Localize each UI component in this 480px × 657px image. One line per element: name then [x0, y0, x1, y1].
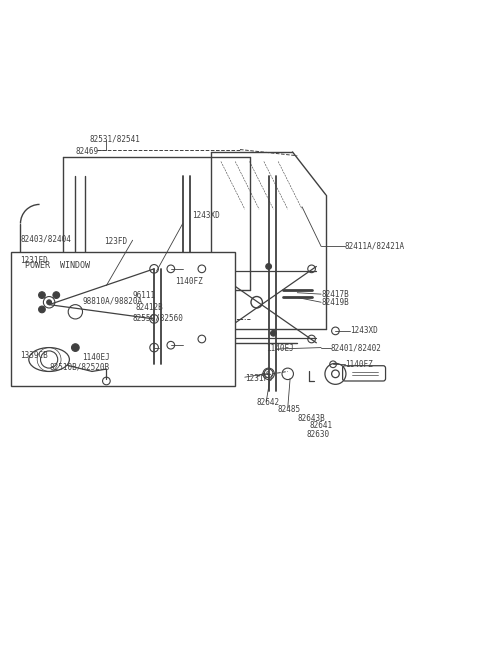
Text: 82641: 82641 [309, 421, 332, 430]
Text: 1140EJ: 1140EJ [83, 353, 110, 361]
Text: 82485: 82485 [277, 405, 300, 414]
Circle shape [72, 344, 79, 351]
FancyBboxPatch shape [343, 366, 385, 381]
Text: 82419B: 82419B [321, 298, 349, 307]
Text: 1140FZ: 1140FZ [345, 360, 373, 369]
Text: 82630: 82630 [307, 430, 330, 439]
Text: 82411A/82421A: 82411A/82421A [345, 242, 405, 251]
Text: 82469: 82469 [75, 147, 98, 156]
Text: 82417B: 82417B [321, 290, 349, 299]
Text: 82642: 82642 [257, 398, 280, 407]
Circle shape [271, 330, 276, 336]
Text: 98810A/98820A: 98810A/98820A [83, 297, 143, 306]
Text: POWER  WINDOW: POWER WINDOW [25, 261, 90, 270]
Text: 96111: 96111 [132, 290, 156, 300]
Text: 82531/82541: 82531/82541 [90, 134, 141, 143]
Ellipse shape [29, 348, 70, 371]
Text: 1339CB: 1339CB [21, 351, 48, 360]
Circle shape [53, 292, 60, 298]
Circle shape [47, 300, 51, 305]
Text: 82643B: 82643B [297, 414, 325, 422]
Text: 82510B/82520B: 82510B/82520B [49, 362, 109, 371]
Text: 82412B: 82412B [135, 304, 163, 313]
Text: 1140EJ: 1140EJ [266, 344, 294, 353]
Text: 1140FZ: 1140FZ [176, 277, 204, 286]
Text: 1231FD: 1231FD [21, 256, 48, 265]
Text: 1243XD: 1243XD [192, 211, 220, 220]
Circle shape [266, 263, 272, 269]
Circle shape [38, 292, 45, 298]
Text: 82403/82404: 82403/82404 [21, 235, 72, 243]
Text: 1231FD: 1231FD [245, 374, 273, 383]
Circle shape [38, 306, 45, 313]
Text: 82401/82402: 82401/82402 [331, 343, 382, 352]
Text: 123FD: 123FD [104, 237, 127, 246]
Bar [11, 252, 235, 386]
Text: 82550/82560: 82550/82560 [132, 313, 183, 322]
Text: 1243XD: 1243XD [350, 327, 377, 335]
